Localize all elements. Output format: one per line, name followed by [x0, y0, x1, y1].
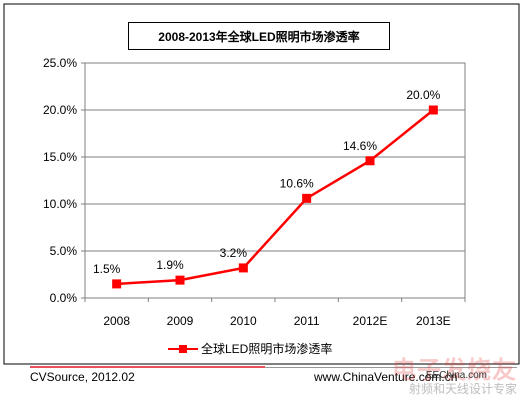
data-label: 20.0%	[406, 88, 440, 102]
y-tick-label: 20.0%	[43, 103, 77, 117]
data-point	[365, 156, 375, 166]
y-tick-label: 0.0%	[50, 291, 78, 305]
data-label: 1.5%	[93, 262, 121, 276]
plot-area: 25.0% 20.0% 15.0% 10.0% 5.0% 0.0% 2008 2009 2010…	[43, 56, 466, 328]
footer-divider	[265, 367, 517, 368]
website-link: www.ChinaVenture.com.cn	[314, 370, 458, 384]
source-note: CVSource, 2012.02	[30, 370, 135, 384]
x-tick-label: 2012E	[353, 314, 388, 328]
x-tick-label: 2008	[103, 314, 130, 328]
legend: 全球LED照明市场渗透率	[168, 340, 332, 357]
legend-swatch	[168, 344, 198, 353]
y-tick-label: 10.0%	[43, 197, 77, 211]
data-label: 10.6%	[280, 176, 314, 190]
y-tick-label: 5.0%	[50, 244, 78, 258]
data-point	[238, 263, 248, 273]
legend-label: 全球LED照明市场渗透率	[201, 342, 333, 356]
footer-accent-line	[30, 366, 265, 368]
data-point	[175, 275, 185, 285]
y-tick-label: 15.0%	[43, 150, 77, 164]
x-tick-label: 2010	[230, 314, 257, 328]
chart-title: 2008-2013年全球LED照明市场渗透率	[128, 22, 390, 50]
data-label: 1.9%	[156, 258, 184, 272]
data-point	[112, 279, 122, 289]
x-tick-label: 2013E	[416, 314, 451, 328]
data-point	[302, 193, 312, 203]
data-label: 14.6%	[343, 139, 377, 153]
data-label: 3.2%	[220, 246, 248, 260]
series-line	[116, 109, 435, 286]
x-tick-label: 2009	[167, 314, 194, 328]
plot-border	[84, 62, 466, 299]
y-tick-label: 25.0%	[43, 56, 77, 70]
x-tick-label: 2011	[294, 314, 320, 328]
data-point	[428, 105, 438, 115]
